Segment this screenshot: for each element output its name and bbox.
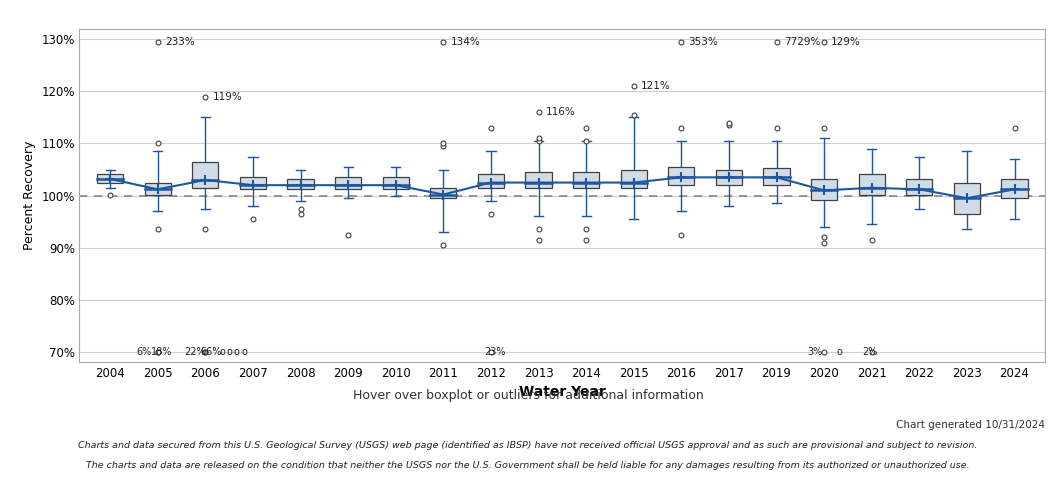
Text: 121%: 121%: [641, 81, 671, 91]
Text: 23%: 23%: [484, 347, 505, 357]
Bar: [573, 172, 599, 188]
Bar: [859, 174, 885, 194]
Text: 233%: 233%: [165, 37, 194, 47]
Bar: [430, 188, 456, 198]
Bar: [145, 182, 171, 194]
Text: 6%: 6%: [136, 347, 152, 357]
Bar: [97, 174, 124, 182]
Text: o: o: [241, 347, 247, 357]
Bar: [192, 162, 219, 188]
Bar: [716, 169, 742, 185]
Bar: [335, 177, 361, 189]
Text: 7729%: 7729%: [784, 37, 821, 47]
Text: 2%: 2%: [862, 347, 878, 357]
Text: 353%: 353%: [689, 37, 718, 47]
Bar: [287, 179, 314, 189]
Text: 18%: 18%: [151, 347, 172, 357]
Text: 129%: 129%: [831, 37, 861, 47]
Text: 3%: 3%: [808, 347, 823, 357]
Bar: [382, 177, 409, 189]
Text: o: o: [220, 347, 226, 357]
Text: Charts and data secured from this U.S. Geological Survey (USGS) web page (identi: Charts and data secured from this U.S. G…: [78, 441, 978, 450]
Text: 66%: 66%: [201, 347, 222, 357]
Text: 116%: 116%: [546, 107, 576, 117]
Text: Hover over boxplot or outliers for additional information: Hover over boxplot or outliers for addit…: [353, 389, 703, 403]
Text: o: o: [836, 347, 842, 357]
Bar: [906, 179, 932, 194]
Text: 22%: 22%: [184, 347, 206, 357]
Text: Chart generated 10/31/2024: Chart generated 10/31/2024: [897, 420, 1045, 430]
Bar: [526, 172, 551, 188]
Text: o: o: [227, 347, 232, 357]
X-axis label: Water Year: Water Year: [518, 385, 606, 399]
Text: 119%: 119%: [212, 92, 242, 102]
Text: The charts and data are released on the condition that neither the USGS nor the : The charts and data are released on the …: [87, 461, 969, 470]
Bar: [763, 168, 790, 185]
Bar: [668, 167, 695, 185]
Text: o: o: [233, 347, 240, 357]
Bar: [1001, 179, 1027, 198]
Bar: [621, 169, 647, 188]
Bar: [954, 182, 980, 214]
Bar: [240, 177, 266, 189]
Y-axis label: Percent Recovery: Percent Recovery: [23, 141, 36, 250]
Bar: [477, 174, 504, 188]
Text: 134%: 134%: [451, 37, 480, 47]
Bar: [811, 179, 837, 200]
